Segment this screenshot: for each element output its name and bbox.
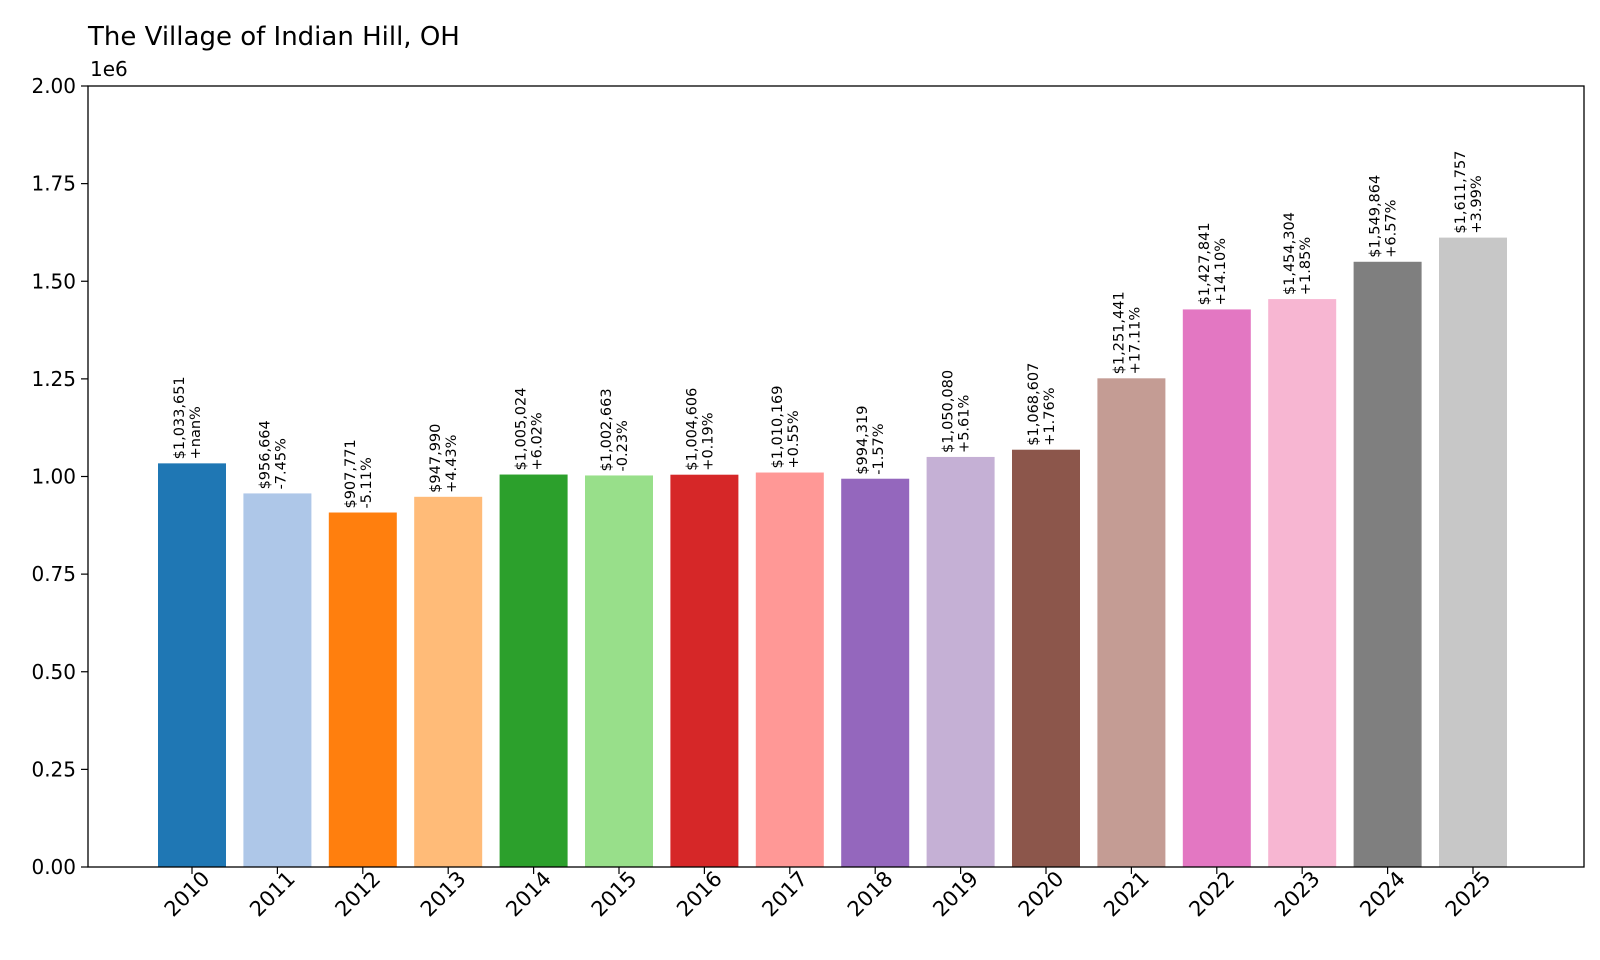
bar-2025 <box>1439 237 1507 867</box>
x-tick-label: 2022 <box>1184 867 1239 922</box>
bar-2016 <box>670 474 739 867</box>
bar-value-label: $1,611,757 <box>1453 151 1469 234</box>
bar-2010 <box>158 463 226 867</box>
bar-2024 <box>1353 261 1422 868</box>
bar-value-label: $1,005,024 <box>514 388 530 471</box>
x-tick-label: 2010 <box>160 867 215 922</box>
x-tick-label: 2018 <box>843 867 898 922</box>
x-tick-label: 2024 <box>1355 867 1410 922</box>
bar-2011 <box>243 493 312 867</box>
bar-2023 <box>1268 299 1337 867</box>
bar-value-label: $1,002,663 <box>599 388 615 471</box>
y-tick-label: 2.00 <box>31 74 76 98</box>
bar-value-label: $907,771 <box>343 439 359 508</box>
y-tick-label: 0.75 <box>31 562 76 586</box>
bar-change-label: -7.45% <box>273 438 289 489</box>
bar-2014 <box>499 474 568 867</box>
x-tick-label: 2020 <box>1014 867 1069 922</box>
bar-value-label: $947,990 <box>428 424 444 493</box>
bar-2013 <box>414 496 483 867</box>
bar-change-label: -1.57% <box>871 423 887 474</box>
bar-value-label: $1,010,169 <box>770 385 786 468</box>
bar-2012 <box>328 512 397 867</box>
x-tick-label: 2011 <box>245 867 300 922</box>
y-tick-label: 0.00 <box>31 855 76 879</box>
bar-change-label: -0.23% <box>615 420 631 471</box>
bar-value-label: $1,251,441 <box>1111 291 1127 374</box>
x-tick-label: 2013 <box>416 867 471 922</box>
y-tick-label: 0.25 <box>31 757 76 781</box>
bar-value-label: $1,004,606 <box>684 388 700 471</box>
bar-change-label: +14.10% <box>1213 238 1229 305</box>
bar-2017 <box>755 472 824 867</box>
bar-change-label: +17.11% <box>1127 307 1143 374</box>
y-tick-label: 1.25 <box>31 367 76 391</box>
bar-change-label: +1.76% <box>1042 387 1058 445</box>
bar-2018 <box>841 478 910 867</box>
y-axis-offset-label: 1e6 <box>90 57 128 81</box>
bar-change-label: -5.11% <box>359 457 375 508</box>
bar-value-label: $1,549,864 <box>1368 175 1384 258</box>
x-tick-label: 2017 <box>757 867 812 922</box>
bar-value-label: $1,068,607 <box>1026 363 1042 446</box>
bar-change-label: +3.99% <box>1469 175 1485 233</box>
x-tick-label: 2014 <box>501 867 556 922</box>
bars <box>158 237 1507 868</box>
bar-value-label: $994,319 <box>855 406 871 475</box>
bar-change-label: +0.19% <box>700 412 716 470</box>
bar-2021 <box>1097 378 1166 867</box>
bar-change-label: +1.85% <box>1298 237 1314 295</box>
bar-value-label: $1,033,651 <box>172 376 188 459</box>
bar-value-label: $1,427,841 <box>1197 222 1213 305</box>
x-axis: 2010 2011 2012 2013 2014 2015 2016 2017 2018 2019… <box>160 867 1496 922</box>
bar-value-label: $1,050,080 <box>941 370 957 453</box>
bar-change-label: +0.55% <box>786 410 802 468</box>
bar-2022 <box>1182 309 1251 867</box>
x-tick-label: 2015 <box>587 867 642 922</box>
bar-change-label: +6.02% <box>530 412 546 470</box>
bar-2020 <box>1012 449 1080 867</box>
bar-change-label: +4.43% <box>444 435 460 493</box>
y-tick-label: 1.00 <box>31 465 76 489</box>
y-tick-label: 1.50 <box>31 269 76 293</box>
x-tick-label: 2025 <box>1441 867 1496 922</box>
plot-frame <box>87 85 1585 868</box>
y-tick-label: 1.75 <box>31 172 76 196</box>
x-tick-label: 2021 <box>1099 867 1154 922</box>
bar-labels: $1,033,651 +nan% $956,664 -7.45% $907,771 -5.… <box>172 151 1485 509</box>
chart-title: The Village of Indian Hill, OH <box>87 22 460 52</box>
bar-change-label: +5.61% <box>957 395 973 453</box>
bar-change-label: +6.57% <box>1384 200 1400 258</box>
x-tick-label: 2019 <box>928 867 983 922</box>
y-tick-label: 0.50 <box>31 660 76 684</box>
x-tick-label: 2023 <box>1270 867 1325 922</box>
y-axis: 0.00 0.25 0.50 0.75 1.00 1.25 1.50 1.75 2.00 <box>31 74 88 879</box>
bar-value-label: $1,454,304 <box>1282 212 1298 295</box>
bar-value-label: $956,664 <box>257 420 273 489</box>
bar-2015 <box>585 475 653 867</box>
x-tick-label: 2012 <box>330 867 385 922</box>
bar-2019 <box>926 456 995 867</box>
bar-change-label: +nan% <box>188 406 204 459</box>
x-tick-label: 2016 <box>672 867 727 922</box>
